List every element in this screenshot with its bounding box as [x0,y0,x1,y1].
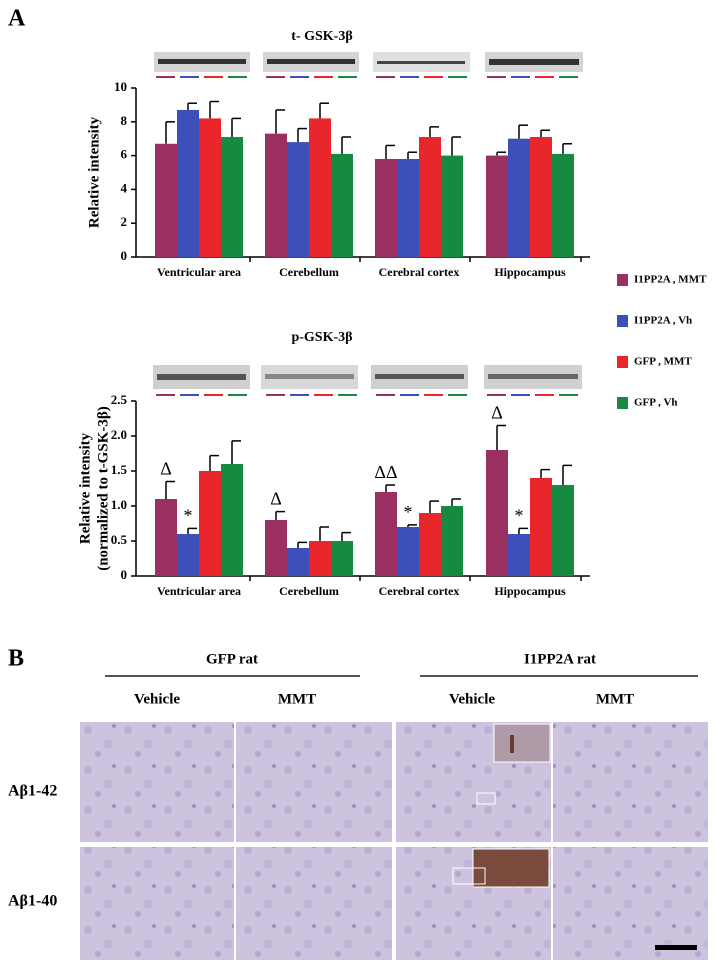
column-label: MMT [278,691,316,707]
significance-mark: Δ [491,403,503,423]
legend-label: GFP , Vh [634,397,678,409]
x-tick-label: Cerebral cortex [379,265,460,279]
bar [397,527,419,576]
row-label: Aβ1-42 [8,783,57,800]
column-label: Vehicle [449,691,495,707]
y-tick-label: 0.5 [111,532,128,547]
bar [441,155,463,257]
legend-swatch [617,315,628,327]
bar [419,513,441,576]
column-label: MMT [596,691,634,707]
x-tick-label: Ventricular area [157,584,241,598]
chart-title: t- GSK-3β [291,29,352,44]
bar [155,143,177,257]
bar [331,153,353,257]
bar [177,534,199,576]
y-tick-label: 2 [121,214,128,229]
bar [309,118,331,257]
bar [221,464,243,576]
bar [530,137,552,257]
y-tick-label: 1.5 [111,462,128,477]
bar [397,158,419,257]
bar [375,492,397,576]
significance-mark: Δ [160,459,172,479]
bar [309,541,331,576]
significance-mark: Δ [270,489,282,509]
y-tick-label: 0 [121,567,128,582]
bar [265,133,287,257]
legend-label: I1PP2A , Vh [634,315,692,327]
x-tick-label: Hippocampus [494,584,566,598]
chart-title: p-GSK-3β [291,330,352,345]
bar [419,137,441,257]
y-tick-label: 0 [121,248,128,263]
bar [486,450,508,576]
bar [441,506,463,576]
significance-mark: * [184,506,193,526]
bar [331,541,353,576]
significance-mark: ΔΔ [374,462,397,482]
legend-label: I1PP2A , MMT [634,274,707,286]
significance-mark: * [515,506,524,526]
bar [221,137,243,257]
significance-mark: * [404,502,413,522]
panel-label: B [8,646,24,672]
bar [552,153,574,257]
column-label: Vehicle [134,691,180,707]
row-label: Aβ1-40 [8,893,57,910]
y-axis-label: (normalized to t-GSK-3β) [95,406,111,571]
bar [530,478,552,576]
y-tick-label: 10 [114,79,127,94]
x-tick-label: Cerebral cortex [379,584,460,598]
y-tick-label: 6 [121,147,128,162]
panel-label: A [8,6,26,32]
x-tick-label: Ventricular area [157,265,241,279]
bar [155,499,177,576]
legend-label: GFP , MMT [634,356,692,368]
y-tick-label: 2.0 [111,427,127,442]
bar [508,534,530,576]
group-label: I1PP2A rat [524,651,596,667]
bar [199,471,221,576]
x-tick-label: Hippocampus [494,265,566,279]
bar [508,138,530,257]
y-axis-label: Relative intensity [77,432,93,544]
y-tick-label: 4 [121,180,128,195]
bar [177,109,199,257]
legend-swatch [617,397,628,409]
bar [375,158,397,257]
y-tick-label: 1.0 [111,497,127,512]
bar [199,118,221,257]
micrographs [80,722,708,960]
y-tick-label: 8 [121,113,128,128]
x-tick-label: Cerebellum [279,584,339,598]
bar [287,548,309,576]
western-blots [153,52,583,389]
bar [265,520,287,576]
bar [287,142,309,257]
bar [552,485,574,576]
bar [486,155,508,257]
legend-swatch [617,356,628,368]
group-label: GFP rat [206,651,258,667]
y-tick-label: 2.5 [111,392,128,407]
x-tick-label: Cerebellum [279,265,339,279]
y-axis-label: Relative intensity [86,116,102,228]
legend-swatch [617,274,628,286]
